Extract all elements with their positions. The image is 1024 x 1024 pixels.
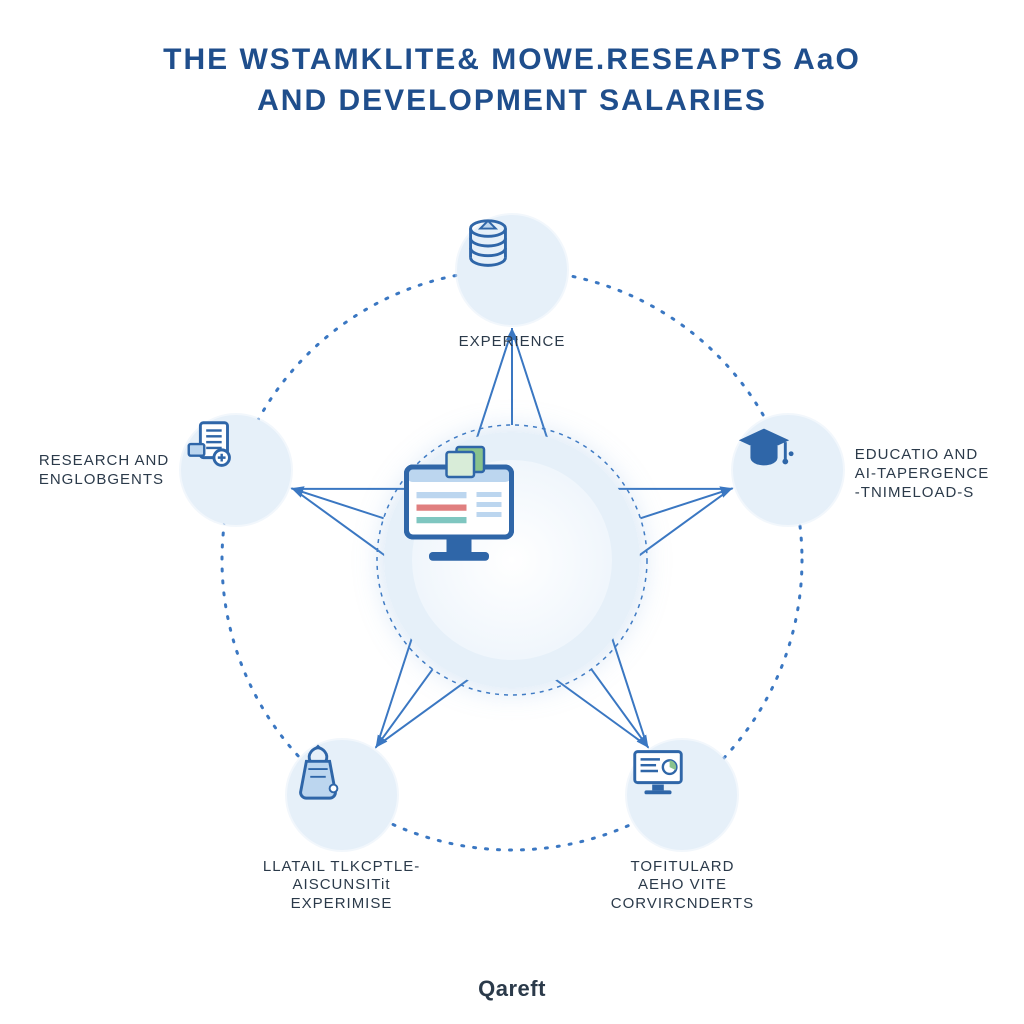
footer-brand: Qareft [0, 976, 1024, 1002]
node-label-latail: LLATAIL TLKCPTLE- AISCUNSITit EXPERIMISE [232, 858, 452, 914]
page-title: THE WSTAMKLITE& MOWE.RESEAPTS AaO AND DE… [0, 40, 1024, 121]
title-line-2: AND DEVELOPMENT SALARIES [0, 81, 1024, 122]
node-research [181, 415, 291, 535]
education-icon [733, 415, 843, 525]
tofitulard-icon [627, 740, 737, 850]
salary-factors-diagram: EXPERIENCE EDUCATIO AND AI-TAPERGENCE -T… [0, 170, 1024, 930]
center-node [384, 432, 640, 698]
latail-icon [287, 740, 397, 850]
node-label-education: EDUCATIO AND AI-TAPERGENCE -TNIMELOAD-S [855, 446, 989, 502]
experience-icon [457, 215, 567, 325]
node-tofitulard [627, 740, 737, 860]
node-label-experience: EXPERIENCE [402, 333, 622, 352]
title-line-1: THE WSTAMKLITE& MOWE.RESEAPTS AaO [0, 40, 1024, 81]
infographic-canvas: THE WSTAMKLITE& MOWE.RESEAPTS AaO AND DE… [0, 0, 1024, 1024]
research-icon [181, 415, 291, 525]
node-experience [457, 215, 567, 335]
node-latail [287, 740, 397, 860]
node-label-research: RESEARCH AND ENGLOBGENTS [39, 452, 169, 490]
node-education [733, 415, 843, 535]
node-label-tofitulard: TOFITULARD AEHO VITE CORVIRCNDERTS [572, 858, 792, 914]
center-icon [384, 432, 640, 688]
